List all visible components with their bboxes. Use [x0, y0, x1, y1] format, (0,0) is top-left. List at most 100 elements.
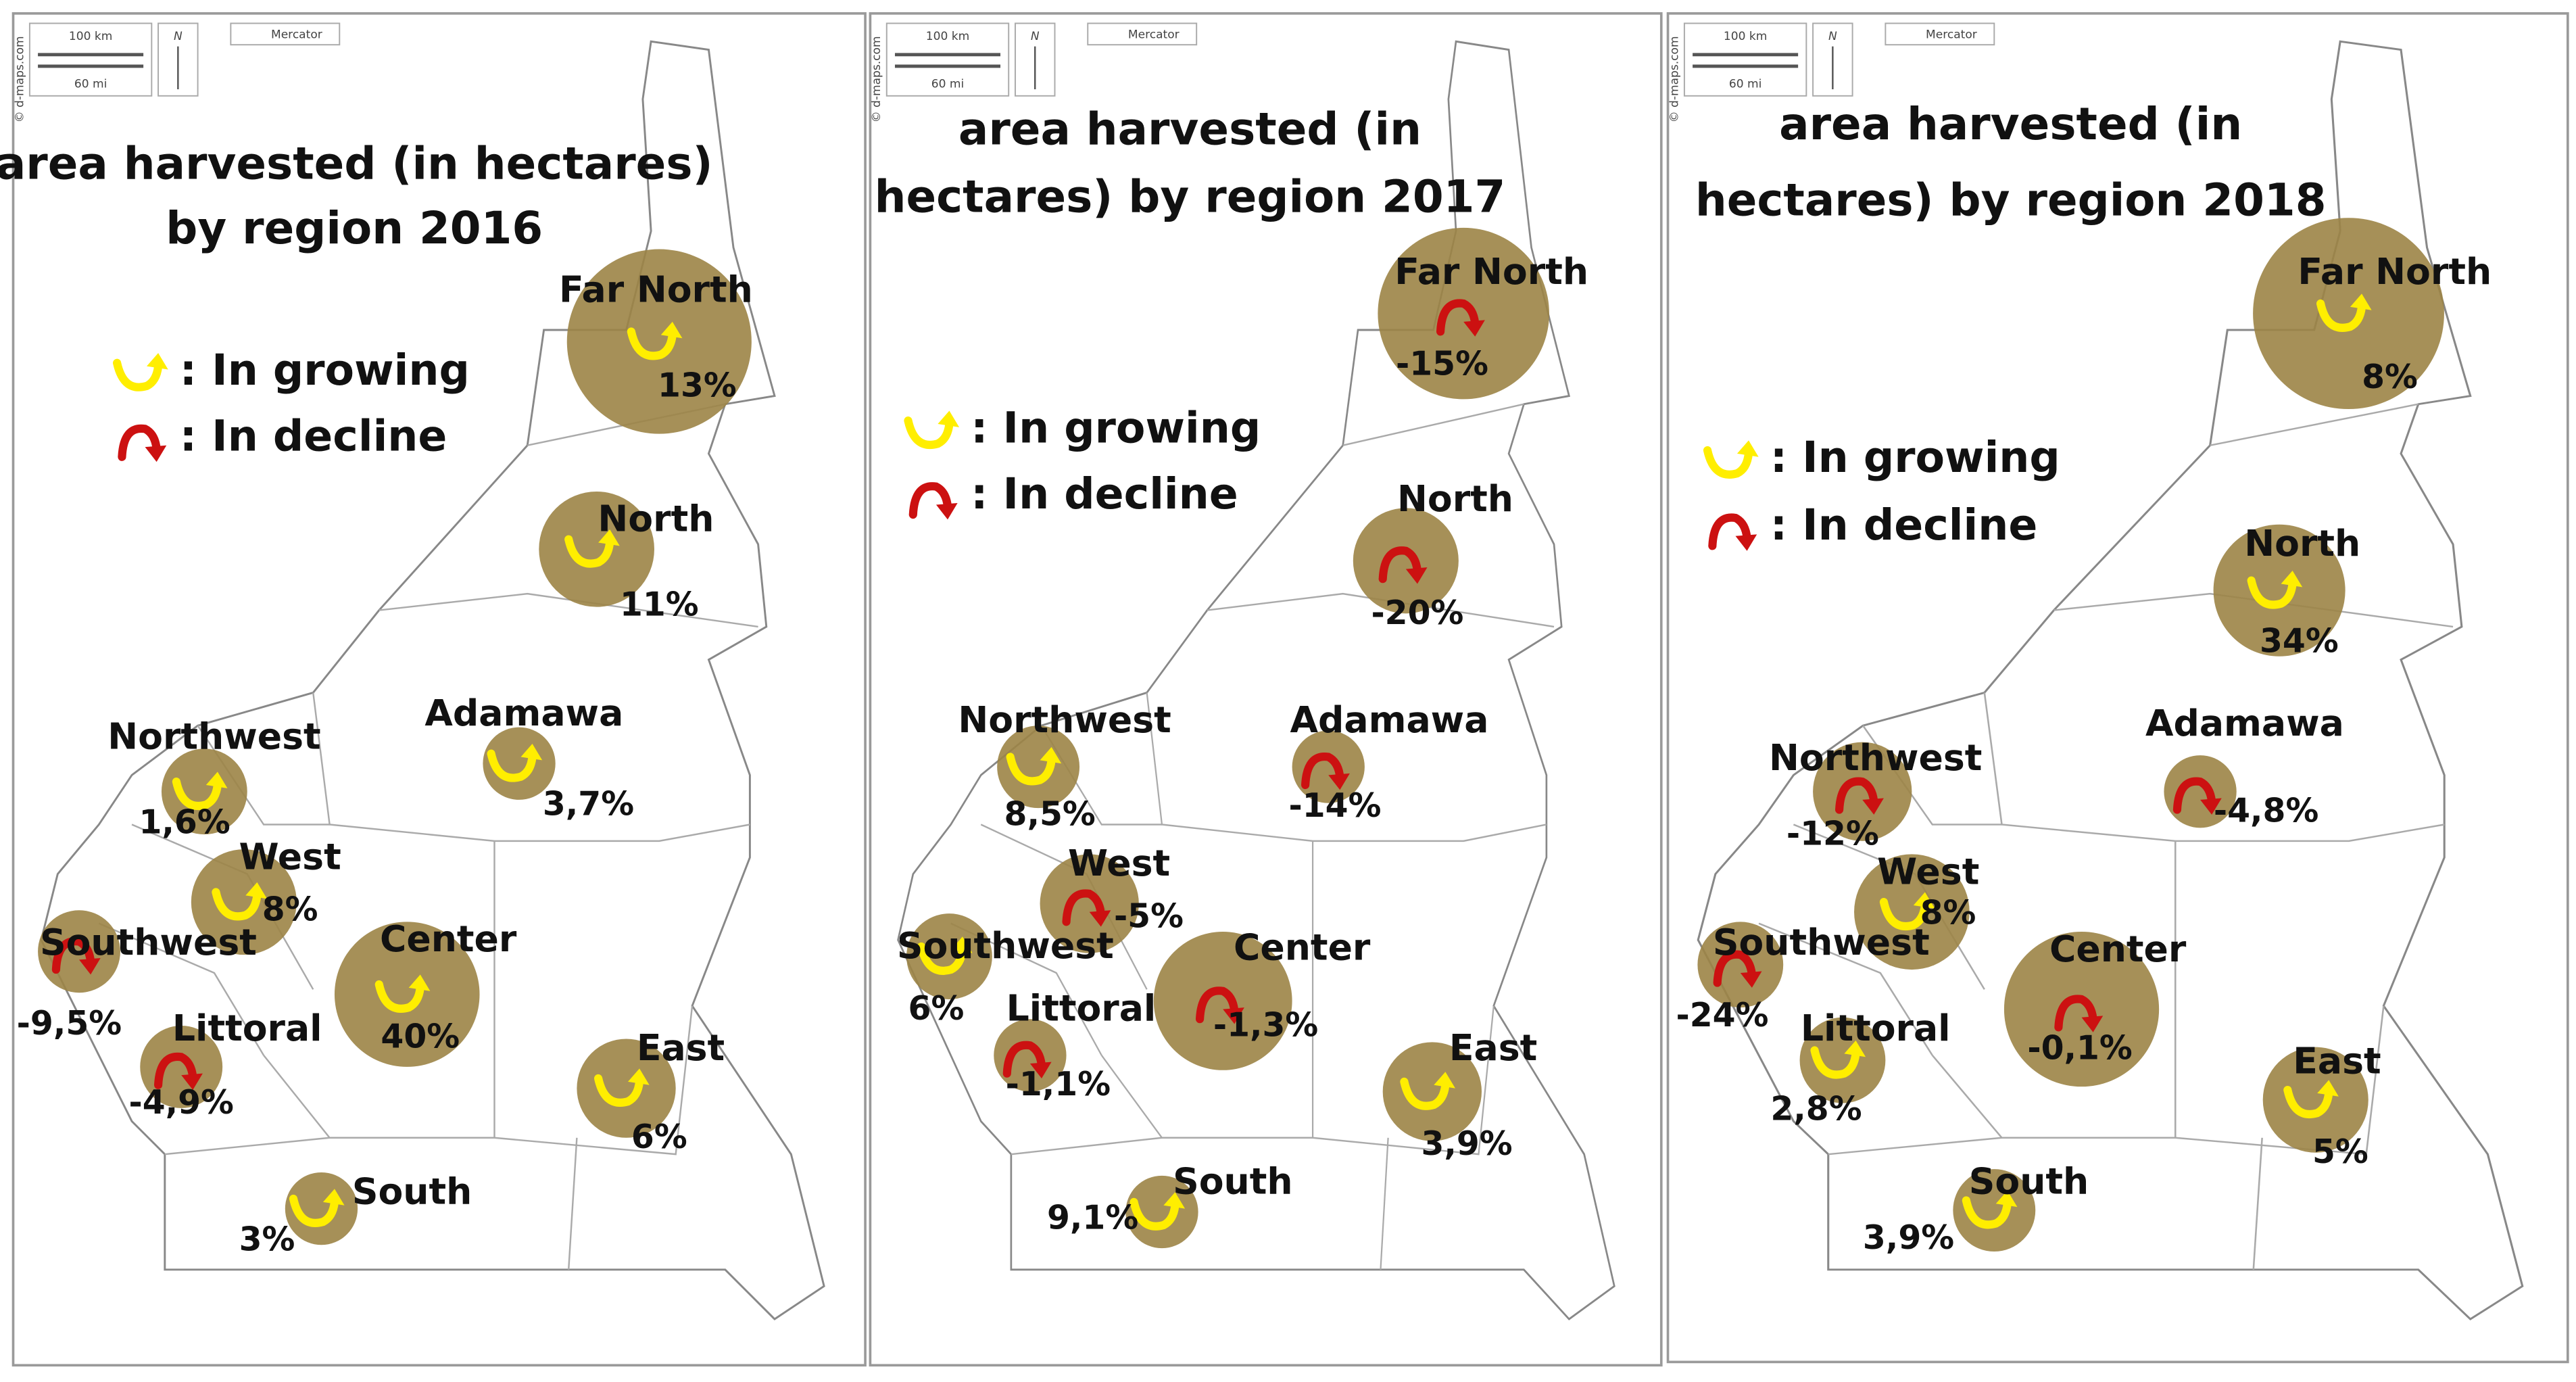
region-name: West — [239, 835, 341, 878]
trend-arrow — [2316, 299, 2366, 332]
region-name: Northwest — [958, 698, 1171, 741]
north-label: N — [1828, 30, 1837, 43]
credit: © d-maps.com — [1668, 36, 1681, 122]
trend-arrow — [1436, 299, 1480, 336]
trend-arrow — [2054, 995, 2097, 1032]
region-name: South — [1173, 1160, 1292, 1203]
region-name: East — [1449, 1026, 1537, 1069]
trend-arrowhead — [1163, 1192, 1186, 1209]
trend-arrowhead — [935, 503, 958, 520]
region-border — [379, 592, 758, 628]
region-bubble — [2003, 931, 2160, 1087]
trend-arrow — [1062, 889, 1105, 926]
region-bubble — [2213, 524, 2346, 657]
scale-box — [885, 22, 1010, 97]
region-name: Center — [1234, 926, 1371, 968]
scale-mi: 60 mi — [931, 78, 964, 91]
map-panel: 100 km 60 mi N Mercator © d-maps.com area har… — [0, 12, 867, 1367]
trend-arrowhead — [2317, 1080, 2339, 1097]
trend-arrow — [1378, 546, 1421, 583]
region-change: 8% — [2362, 358, 2418, 396]
region-change: 11% — [620, 586, 699, 624]
region-border — [2210, 403, 2419, 446]
trend-arrow — [1713, 950, 1756, 987]
trend-arrowhead — [938, 410, 960, 427]
trend-arrow — [172, 778, 222, 811]
legend-growing: : In growing — [1770, 432, 2060, 482]
trend-arrowhead — [1913, 892, 1935, 909]
region-border — [1011, 1137, 1163, 1155]
trend-arrow — [1962, 1196, 2012, 1229]
trend-arrow — [627, 327, 677, 360]
trend-arrowhead — [950, 936, 973, 953]
region-name: South — [1969, 1160, 2089, 1203]
region-change: 3,7% — [543, 786, 634, 824]
region-change: 1,6% — [139, 803, 230, 841]
region-bubble — [2164, 755, 2237, 828]
trend-arrow — [212, 888, 262, 921]
region-name: Far North — [2298, 250, 2492, 293]
trend-arrowhead — [1736, 440, 1759, 457]
region-name: Southwest — [897, 924, 1114, 967]
region-border — [1207, 592, 1555, 628]
trend-arrowhead — [2081, 1016, 2104, 1032]
region-bubble — [906, 913, 992, 999]
trend-arrowhead — [1995, 1190, 2018, 1208]
trend-arrow — [917, 942, 967, 975]
map-title: hectares) by region 2017 — [875, 170, 1506, 222]
region-bubble — [483, 727, 556, 800]
region-bubble — [1125, 1175, 1198, 1249]
region-border — [1146, 692, 1547, 842]
region-change: -4,8% — [2214, 792, 2318, 830]
projection-label: Mercator — [271, 28, 323, 42]
region-change: -9,5% — [17, 1005, 122, 1043]
trend-arrowhead — [2350, 293, 2372, 310]
region-border — [2252, 1137, 2263, 1270]
region-change: 8% — [262, 891, 318, 929]
map-title: area harvested (in — [1779, 98, 2242, 150]
region-name: North — [598, 497, 714, 540]
trend-arrow — [153, 1052, 197, 1089]
region-change: 8,5% — [1004, 795, 1096, 833]
region-change: -12% — [1787, 815, 1879, 853]
map-panel: 100 km 60 mi N Mercator © d-maps.com area har… — [1666, 12, 2569, 1364]
region-name: North — [2244, 522, 2360, 565]
region-change: 34% — [2260, 622, 2339, 660]
trend-arrow — [487, 749, 537, 782]
trend-arrowhead — [245, 882, 267, 899]
scale-mi: 60 mi — [1729, 78, 1761, 91]
trend-arrowhead — [1405, 567, 1428, 584]
region-bubble — [994, 1019, 1067, 1092]
trend-arrowhead — [1040, 746, 1062, 764]
trend-arrow — [1129, 1197, 1180, 1231]
trend-arrow — [1703, 446, 1753, 479]
trend-arrowhead — [322, 1189, 345, 1206]
credit: © d-maps.com — [13, 36, 26, 122]
region-change: -0,1% — [2027, 1030, 2132, 1068]
trend-arrow — [1195, 986, 1239, 1024]
trend-arrowhead — [1844, 1040, 1866, 1057]
legend-decline: : In decline — [971, 469, 1238, 519]
projection-box — [230, 22, 341, 46]
region-name: West — [1877, 850, 1979, 892]
scale-mi: 60 mi — [74, 78, 107, 91]
north-label: N — [1031, 30, 1040, 43]
trend-arrowhead — [145, 445, 167, 462]
region-border — [1758, 922, 1933, 1056]
trend-arrow — [1301, 752, 1344, 790]
region-change: -24% — [1676, 997, 1769, 1034]
region-bubble — [997, 725, 1080, 809]
trend-arrowhead — [1463, 320, 1485, 337]
region-change: 2,8% — [1770, 1091, 1862, 1128]
region-name: Littoral — [172, 1007, 322, 1049]
trend-arrow — [374, 980, 424, 1013]
legend-growing: : In growing — [180, 345, 470, 395]
map-title: by region 2016 — [166, 202, 543, 254]
region-name: Adamawa — [2145, 702, 2344, 744]
trend-arrow — [2283, 1085, 2333, 1118]
region-bubble — [2262, 1047, 2368, 1153]
region-name: Adamawa — [1290, 698, 1489, 741]
trend-arrowhead — [1223, 1007, 1244, 1024]
